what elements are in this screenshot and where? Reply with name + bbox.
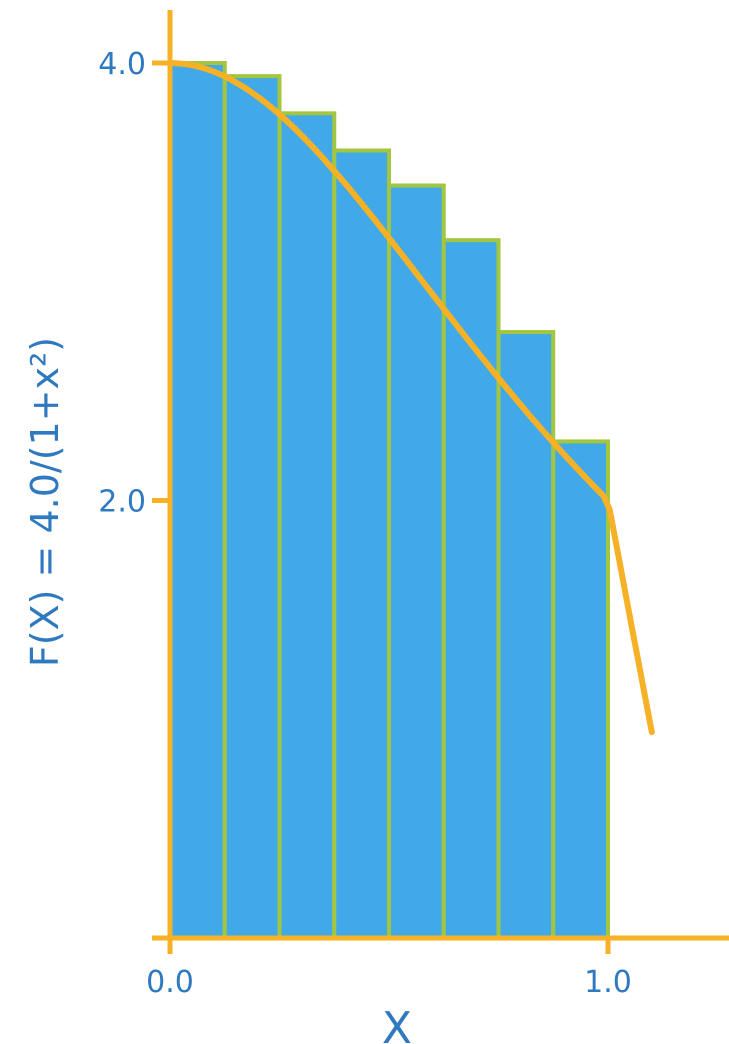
bars-group <box>168 61 610 940</box>
ticks-group: 2.0 4.0 0.0 1.0 <box>98 47 632 1000</box>
bar-3 <box>277 111 337 940</box>
bar-4 <box>332 148 391 940</box>
bar-7 <box>496 330 556 940</box>
bar-8 <box>551 439 610 940</box>
x-axis-label: X <box>382 1003 412 1044</box>
y-tick-label-2: 4.0 <box>98 47 146 82</box>
bar-1 <box>168 61 227 940</box>
x-tick-label-2: 1.0 <box>584 965 632 1000</box>
bar-2 <box>222 74 282 940</box>
x-tick-label-1: 0.0 <box>146 965 194 1000</box>
y-axis-label: F(X) = 4.0/(1+x²) <box>23 337 67 667</box>
function-curve <box>167 60 655 736</box>
y-tick-label-1: 2.0 <box>98 485 146 520</box>
